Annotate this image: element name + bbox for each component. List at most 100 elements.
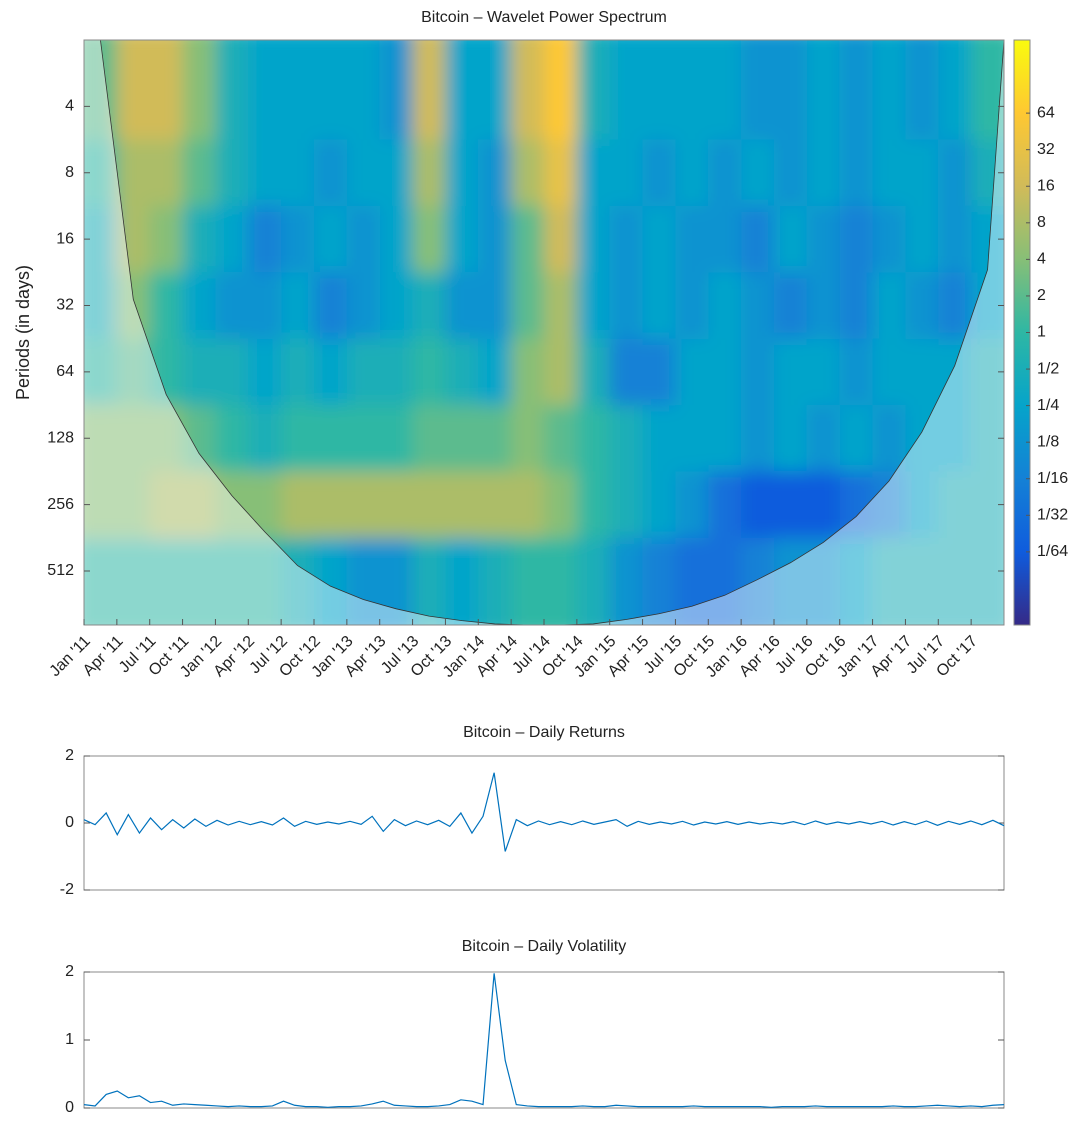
heatmap-cell [379, 338, 414, 406]
heatmap-cell [248, 40, 282, 141]
colorbar-tick-label: 32 [1037, 141, 1055, 158]
heatmap-cell [741, 537, 775, 625]
heatmap-cell [182, 272, 216, 340]
heatmap-cell [281, 40, 315, 141]
heatmap-cell [806, 205, 841, 273]
heatmap-cell [675, 272, 709, 340]
heatmap-cell [544, 537, 578, 625]
heatmap-cell [609, 205, 644, 273]
heatmap-cell [708, 139, 742, 207]
heatmap-cell [182, 405, 216, 472]
heatmap-cell [478, 272, 512, 340]
heatmap-cell [905, 338, 939, 406]
heatmap-cell [872, 272, 906, 340]
heatmap-cell [182, 537, 216, 625]
heatmap-cell [576, 272, 611, 340]
colorbar-tick-label: 1/2 [1037, 360, 1059, 377]
heatmap-cell [182, 40, 216, 141]
heatmap-cell [872, 471, 906, 539]
colorbar-tick-label: 1/4 [1037, 397, 1059, 414]
heatmap-cell [905, 471, 939, 539]
heatmap-cell [642, 405, 676, 472]
heatmap-cell [445, 471, 479, 539]
heatmap-cell [609, 40, 644, 141]
heatmap-cell [149, 205, 184, 273]
heatmap-cell [215, 405, 249, 472]
heatmap-cell [839, 537, 874, 625]
data-line [83, 973, 1005, 1108]
heatmap-cell [445, 272, 479, 340]
heatmap-cell [149, 405, 184, 472]
heatmap-cell [478, 405, 512, 472]
heatmap-cell [281, 272, 315, 340]
heatmap-cell [511, 537, 545, 625]
heatmap-cell [445, 405, 479, 472]
y-tick-label: 32 [56, 297, 74, 314]
heatmap-cell [379, 40, 414, 141]
heatmap-cell [412, 40, 446, 141]
heatmap-cell [281, 537, 315, 625]
heatmap-cell [346, 139, 381, 207]
heatmap-cell [576, 537, 611, 625]
heatmap-cell [544, 272, 578, 340]
heatmap-cell [346, 471, 381, 539]
heatmap-cell [938, 405, 972, 472]
heatmap-cell [872, 40, 906, 141]
heatmap-cell [215, 139, 249, 207]
heatmap-cell [708, 537, 742, 625]
heatmap-cell [708, 405, 742, 472]
heatmap-cell [741, 471, 775, 539]
heatmap-cell [675, 405, 709, 472]
heatmap-cell [379, 537, 414, 625]
heatmap-cell [806, 471, 841, 539]
heatmap-cell [215, 471, 249, 539]
heatmap-cell [478, 471, 512, 539]
heatmap-cell [314, 139, 348, 207]
colorbar-tick-label: 1 [1037, 324, 1046, 341]
colorbar-tick-label: 4 [1037, 251, 1046, 268]
heatmap-cell [281, 338, 315, 406]
heatmap-cell [642, 205, 676, 273]
y-tick-label: 4 [65, 98, 74, 115]
heatmap-cell [182, 471, 216, 539]
heatmap-cell [149, 272, 184, 340]
heatmap-cell [774, 405, 808, 472]
heatmap-cell [346, 272, 381, 340]
heatmap-cell [379, 205, 414, 273]
heatmap-cell [642, 40, 676, 141]
heatmap-cell [675, 40, 709, 141]
heatmap-cell [806, 139, 841, 207]
heatmap-cell [609, 405, 644, 472]
heatmap-cell [544, 338, 578, 406]
heatmap-cell [215, 338, 249, 406]
heatmap-cell [412, 272, 446, 340]
colorbar-tick-label: 8 [1037, 214, 1046, 231]
heatmap-cell [609, 272, 644, 340]
heatmap-cell [938, 272, 972, 340]
data-line [83, 772, 1005, 852]
y-tick-label: 0 [65, 1099, 74, 1116]
heatmap-cell [774, 471, 808, 539]
heatmap-cell [149, 139, 184, 207]
heatmap-cell [938, 139, 972, 207]
cone-of-influence [84, 40, 1004, 625]
chart-title: Bitcoin – Daily Returns [463, 724, 625, 741]
heatmap-cell [248, 537, 282, 625]
heatmap-cell [248, 338, 282, 406]
heatmap-cell [511, 205, 545, 273]
heatmap-cell [248, 471, 282, 539]
heatmap-cell [642, 272, 676, 340]
heatmap-cell [905, 405, 939, 472]
heatmap [84, 40, 1004, 625]
heatmap-cell [412, 471, 446, 539]
heatmap-cell [609, 139, 644, 207]
heatmap-cell [248, 405, 282, 472]
chart-title: Bitcoin – Daily Volatility [462, 938, 627, 955]
heatmap-cell [149, 537, 184, 625]
heatmap-cell [511, 405, 545, 472]
colorbar-tick-label: 1/32 [1037, 507, 1068, 524]
heatmap-cell [412, 139, 446, 207]
heatmap-cell [314, 272, 348, 340]
heatmap-cell [741, 40, 775, 141]
